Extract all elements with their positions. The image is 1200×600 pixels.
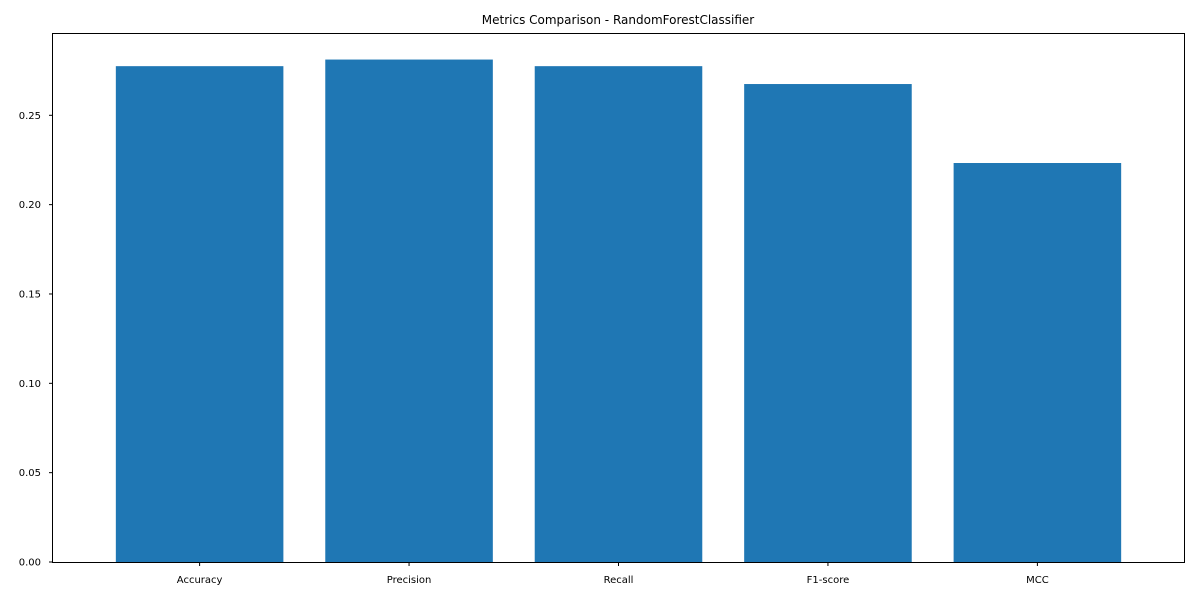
bar-precision: [325, 59, 493, 562]
y-axis: 0.00 0.05 0.10 0.15 0.20 0.25: [19, 111, 53, 569]
x-tick-label: Accuracy: [177, 575, 223, 586]
chart-title: Metrics Comparison - RandomForestClassif…: [482, 13, 755, 27]
bar-recall: [534, 66, 703, 562]
y-tick-label: 0.10: [19, 379, 41, 390]
y-tick-label: 0.25: [19, 111, 41, 122]
y-tick-label: 0.00: [19, 558, 41, 569]
bar-f1-score: [744, 84, 912, 562]
bar-mcc: [953, 163, 1122, 562]
y-tick-label: 0.20: [19, 200, 41, 211]
y-tick-label: 0.05: [19, 468, 41, 479]
x-tick-label: Recall: [604, 575, 634, 586]
bars-group: [115, 59, 1122, 562]
x-tick-label: F1-score: [807, 575, 850, 586]
x-axis: Accuracy Precision Recall F1-score MCC: [177, 562, 1049, 586]
x-tick-label: MCC: [1026, 575, 1049, 586]
bar-accuracy: [115, 66, 284, 562]
x-tick-label: Precision: [387, 575, 432, 586]
y-tick-label: 0.15: [19, 289, 41, 300]
